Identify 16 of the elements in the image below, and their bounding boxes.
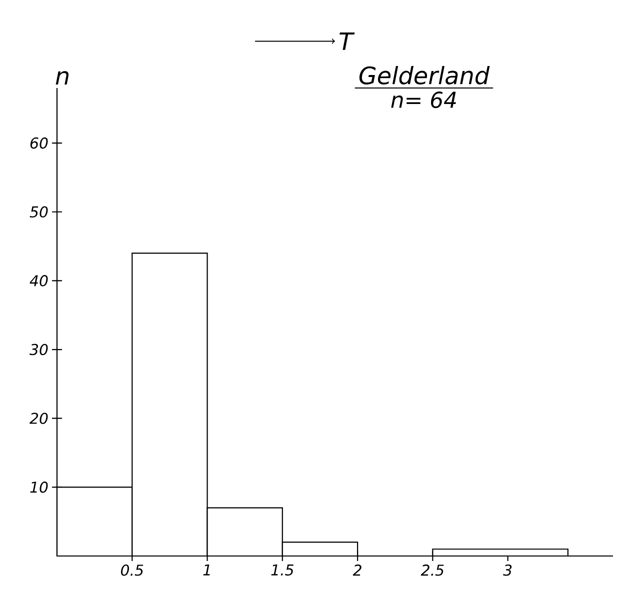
y-tick-label: 20 — [30, 412, 48, 424]
x-tick-label: 1.5 — [271, 564, 294, 576]
y-axis-title: n — [56, 71, 69, 84]
y-tick-label: 60 — [30, 137, 48, 149]
y-tick-label: 40 — [30, 275, 48, 286]
chart-subtitle: n= 64 — [391, 92, 456, 108]
y-tick-label: 50 — [30, 206, 48, 218]
y-tick-label: 30 — [30, 344, 48, 356]
x-tick-label: 0.5 — [121, 564, 144, 576]
x-tick-label: 2 — [352, 564, 362, 576]
x-tick-label: 2.5 — [420, 564, 444, 576]
y-tick-label: 10 — [30, 482, 48, 493]
chart-title: Gelderland — [359, 66, 490, 84]
x-tick-label: 3 — [503, 564, 512, 576]
x-axis-title: T — [340, 32, 355, 50]
x-tick-label: 1 — [203, 564, 210, 576]
